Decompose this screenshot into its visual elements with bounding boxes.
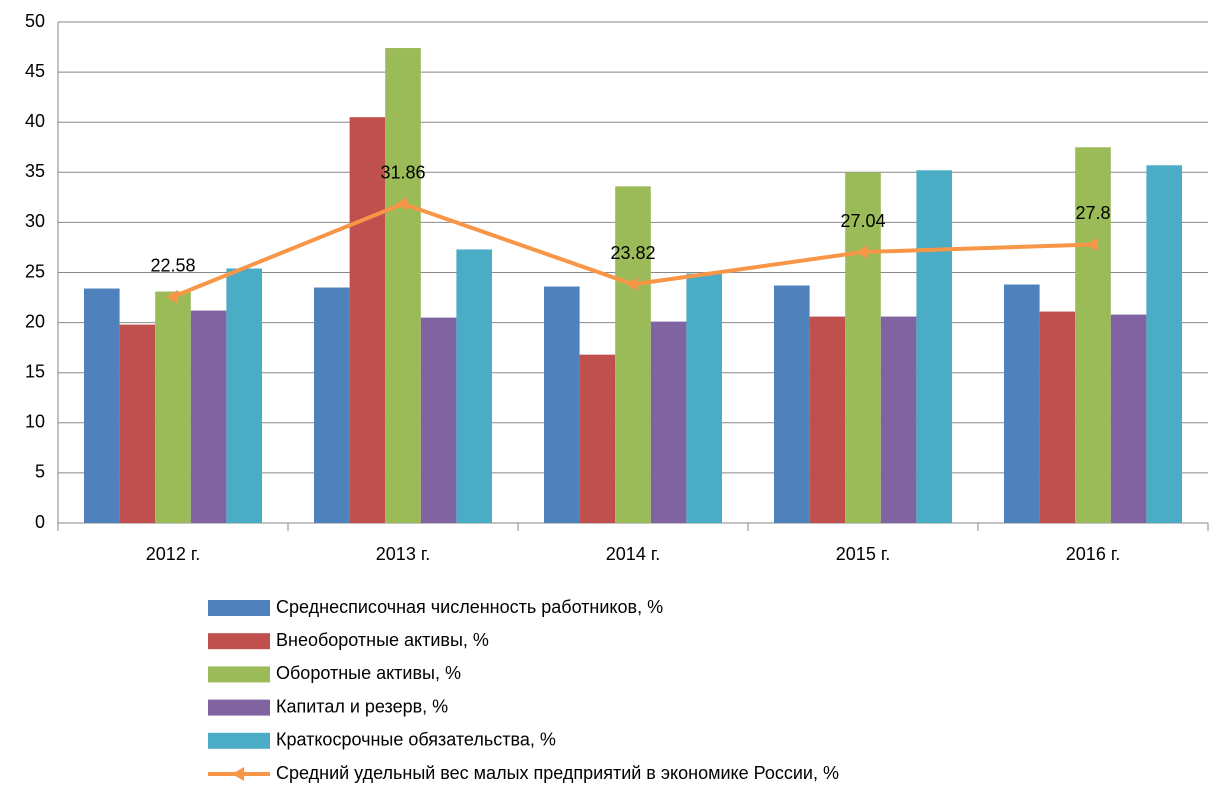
bar [349,117,386,523]
bar [190,310,227,523]
legend-swatch [232,767,244,781]
bar [686,273,722,523]
legend-label: Краткосрочные обязательства, % [276,730,556,750]
legend-swatch [208,633,270,650]
y-tick-label: 40 [25,111,45,131]
y-tick-label: 5 [35,462,45,482]
bar [845,172,881,524]
x-tick-label: 2014 г. [606,544,660,564]
bar [579,354,616,523]
line-marker [166,289,178,304]
data-label: 27.04 [840,211,885,231]
bar [119,324,156,523]
bar [84,288,120,523]
data-label: 31.86 [380,163,425,183]
y-tick-label: 10 [25,412,45,432]
y-tick-label: 20 [25,311,45,331]
x-tick-label: 2013 г. [376,544,430,564]
bar [456,249,492,524]
bar [226,268,262,523]
data-label: 22.58 [150,255,195,275]
data-label: 23.82 [610,243,655,263]
bar [650,321,687,523]
bar [880,316,917,523]
bar [1146,165,1182,523]
y-tick-label: 15 [25,361,45,381]
bar [615,186,651,523]
bar [1039,311,1076,523]
legend-swatch [208,600,270,616]
y-tick-label: 25 [25,261,45,281]
bar [774,285,810,523]
line-marker [856,245,868,260]
legend-label: Внеоборотные активы, % [276,630,489,650]
legend-swatch [208,666,270,683]
y-tick-label: 0 [35,512,45,532]
legend-label: Среднесписочная численность работников, … [276,597,663,617]
data-label: 27.8 [1075,203,1110,223]
line-marker [626,277,638,292]
line-marker [396,196,408,211]
bar [420,317,457,523]
x-tick-label: 2015 г. [836,544,890,564]
y-tick-label: 35 [25,161,45,181]
legend-label: Средний удельный вес малых предприятий в… [276,763,839,783]
x-tick-label: 2016 г. [1066,544,1120,564]
bar [155,291,191,523]
line-marker [1086,237,1098,252]
legend-label: Оборотные активы, % [276,663,461,683]
bar [916,170,952,523]
y-tick-label: 45 [25,61,45,81]
bar [1004,284,1040,523]
legend-swatch [208,699,270,716]
y-tick-label: 50 [25,11,45,31]
bar [314,287,350,523]
bar [809,316,846,523]
bar [1075,147,1111,523]
bar [1110,314,1147,523]
legend-label: Капитал и резерв, % [276,696,448,716]
legend-swatch [208,732,270,749]
x-tick-label: 2012 г. [146,544,200,564]
bar [544,286,580,523]
y-tick-label: 30 [25,211,45,231]
bar [385,48,421,523]
